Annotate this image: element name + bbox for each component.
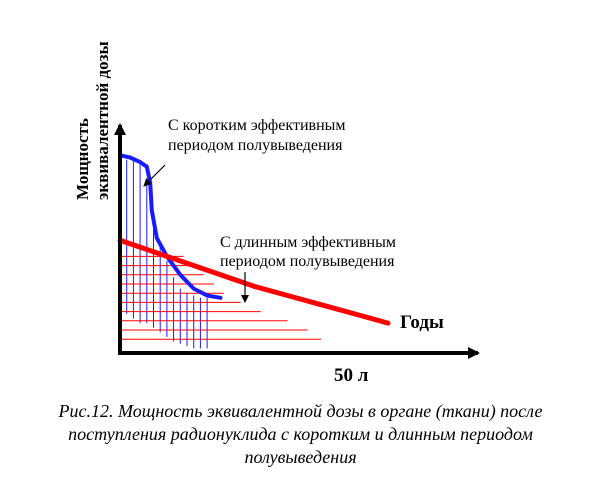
short-period-annotation-line-1: С коротким эффективным — [168, 117, 346, 134]
x-axis-label: Годы — [400, 312, 444, 333]
short-period-annotation: С коротким эффективным периодом полувыве… — [168, 117, 350, 154]
y-axis-label-line-1: Мощность — [73, 118, 92, 200]
figure-caption: Рис.12. Мощность эквивалентной дозы в ор… — [58, 401, 543, 467]
vertical-hatching — [126, 159, 208, 349]
long-period-curve — [117, 237, 391, 326]
y-axis-label-line-2: эквивалентной дозы — [93, 41, 112, 200]
long-period-annotation: С длинным эффективным периодом полувывед… — [220, 234, 400, 270]
short-period-curve — [118, 153, 223, 300]
long-period-annotation-line-1: С длинным эффективным — [220, 234, 396, 251]
x-tick-label: 50 л — [334, 365, 369, 386]
y-axis-label: Мощность эквивалентной дозы — [73, 41, 112, 200]
short-period-pointer — [143, 164, 166, 187]
long-period-annotation-line-2: периодом полувыведения — [220, 253, 395, 270]
chart: С коротким эффективным периодом полувыве… — [73, 41, 480, 386]
short-period-annotation-line-2: периодом полувыведения — [168, 137, 343, 154]
